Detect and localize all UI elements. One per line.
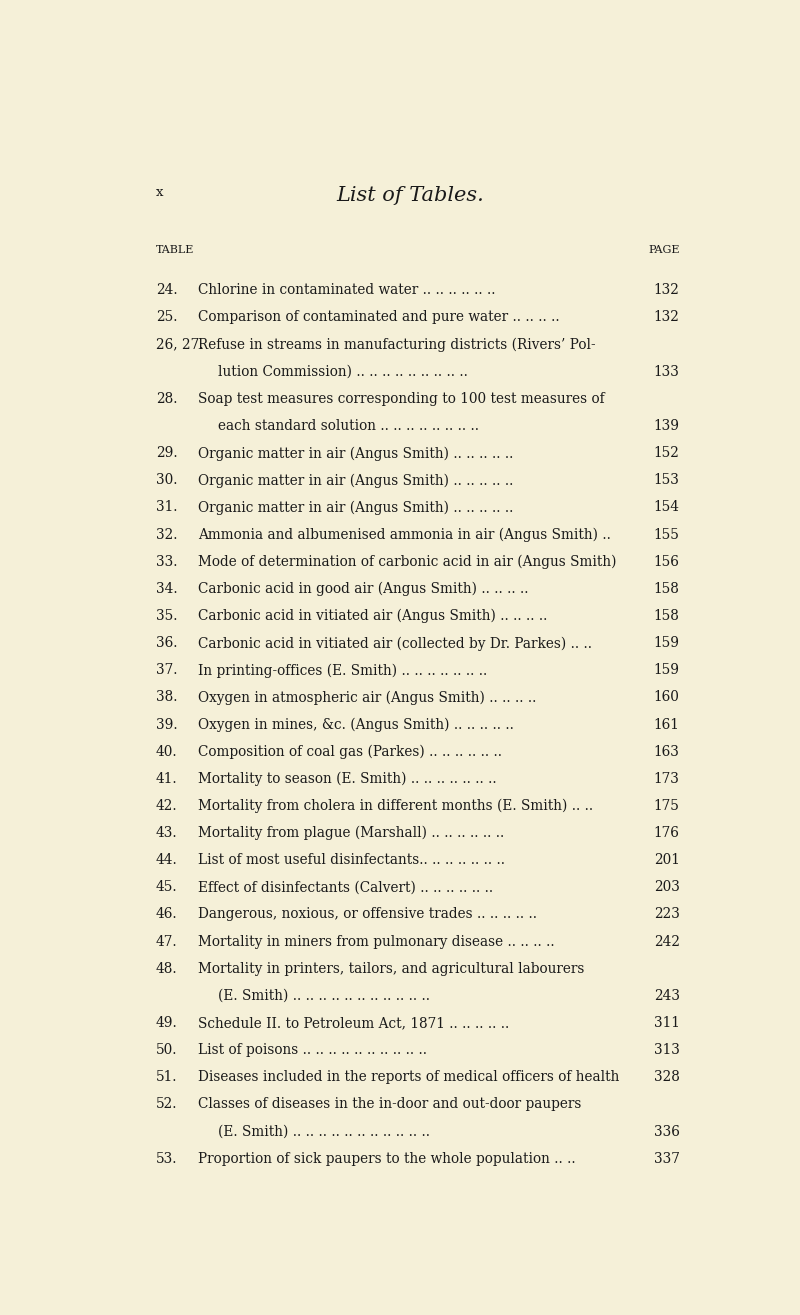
Text: List of most useful disinfectants.. .. .. .. .. .. ..: List of most useful disinfectants.. .. .…: [198, 853, 505, 867]
Text: 160: 160: [654, 690, 680, 705]
Text: 26, 27.: 26, 27.: [156, 338, 203, 351]
Text: 33.: 33.: [156, 555, 178, 568]
Text: 47.: 47.: [156, 935, 178, 948]
Text: Proportion of sick paupers to the whole population .. ..: Proportion of sick paupers to the whole …: [198, 1152, 575, 1165]
Text: 163: 163: [654, 744, 680, 759]
Text: 37.: 37.: [156, 663, 178, 677]
Text: 176: 176: [654, 826, 680, 840]
Text: 41.: 41.: [156, 772, 178, 786]
Text: Mortality in printers, tailors, and agricultural labourers: Mortality in printers, tailors, and agri…: [198, 961, 584, 976]
Text: 45.: 45.: [156, 880, 178, 894]
Text: Dangerous, noxious, or offensive trades .. .. .. .. ..: Dangerous, noxious, or offensive trades …: [198, 907, 537, 922]
Text: 158: 158: [654, 581, 680, 596]
Text: Diseases included in the reports of medical officers of health: Diseases included in the reports of medi…: [198, 1070, 619, 1085]
Text: lution Commission) .. .. .. .. .. .. .. .. ..: lution Commission) .. .. .. .. .. .. .. …: [218, 364, 468, 379]
Text: Mortality from cholera in different months (E. Smith) .. ..: Mortality from cholera in different mont…: [198, 800, 593, 814]
Text: Schedule II. to Petroleum Act, 1871 .. .. .. .. ..: Schedule II. to Petroleum Act, 1871 .. .…: [198, 1016, 510, 1030]
Text: Refuse in streams in manufacturing districts (Rivers’ Pol-: Refuse in streams in manufacturing distr…: [198, 338, 595, 352]
Text: 133: 133: [654, 364, 680, 379]
Text: 30.: 30.: [156, 473, 178, 488]
Text: x: x: [156, 187, 163, 199]
Text: 53.: 53.: [156, 1152, 178, 1165]
Text: 159: 159: [654, 663, 680, 677]
Text: 50.: 50.: [156, 1043, 178, 1057]
Text: Carbonic acid in vitiated air (collected by Dr. Parkes) .. ..: Carbonic acid in vitiated air (collected…: [198, 636, 592, 651]
Text: 159: 159: [654, 636, 680, 650]
Text: Organic matter in air (Angus Smith) .. .. .. .. ..: Organic matter in air (Angus Smith) .. .…: [198, 446, 514, 460]
Text: 38.: 38.: [156, 690, 178, 705]
Text: 24.: 24.: [156, 283, 178, 297]
Text: 152: 152: [654, 446, 680, 460]
Text: 336: 336: [654, 1124, 680, 1139]
Text: Mortality to season (E. Smith) .. .. .. .. .. .. ..: Mortality to season (E. Smith) .. .. .. …: [198, 772, 497, 786]
Text: 51.: 51.: [156, 1070, 178, 1085]
Text: 34.: 34.: [156, 581, 178, 596]
Text: Composition of coal gas (Parkes) .. .. .. .. .. ..: Composition of coal gas (Parkes) .. .. .…: [198, 744, 502, 759]
Text: 42.: 42.: [156, 800, 178, 813]
Text: 35.: 35.: [156, 609, 178, 623]
Text: 25.: 25.: [156, 310, 178, 325]
Text: 173: 173: [654, 772, 680, 786]
Text: Oxygen in mines, &c. (Angus Smith) .. .. .. .. ..: Oxygen in mines, &c. (Angus Smith) .. ..…: [198, 718, 514, 732]
Text: 36.: 36.: [156, 636, 178, 650]
Text: each standard solution .. .. .. .. .. .. .. ..: each standard solution .. .. .. .. .. ..…: [218, 419, 479, 433]
Text: (E. Smith) .. .. .. .. .. .. .. .. .. .. ..: (E. Smith) .. .. .. .. .. .. .. .. .. ..…: [218, 989, 430, 1003]
Text: 175: 175: [654, 800, 680, 813]
Text: 223: 223: [654, 907, 680, 922]
Text: Carbonic acid in good air (Angus Smith) .. .. .. ..: Carbonic acid in good air (Angus Smith) …: [198, 581, 529, 596]
Text: Classes of diseases in the in-door and out-door paupers: Classes of diseases in the in-door and o…: [198, 1098, 582, 1111]
Text: Chlorine in contaminated water .. .. .. .. .. ..: Chlorine in contaminated water .. .. .. …: [198, 283, 495, 297]
Text: Ammonia and albumenised ammonia in air (Angus Smith) ..: Ammonia and albumenised ammonia in air (…: [198, 527, 611, 542]
Text: 337: 337: [654, 1152, 680, 1165]
Text: 201: 201: [654, 853, 680, 867]
Text: Comparison of contaminated and pure water .. .. .. ..: Comparison of contaminated and pure wate…: [198, 310, 559, 325]
Text: TABLE: TABLE: [156, 245, 194, 255]
Text: 52.: 52.: [156, 1098, 178, 1111]
Text: 40.: 40.: [156, 744, 178, 759]
Text: 243: 243: [654, 989, 680, 1003]
Text: 44.: 44.: [156, 853, 178, 867]
Text: 48.: 48.: [156, 961, 178, 976]
Text: 158: 158: [654, 609, 680, 623]
Text: PAGE: PAGE: [648, 245, 680, 255]
Text: 161: 161: [654, 718, 680, 731]
Text: 139: 139: [654, 419, 680, 433]
Text: 203: 203: [654, 880, 680, 894]
Text: In printing-offices (E. Smith) .. .. .. .. .. .. ..: In printing-offices (E. Smith) .. .. .. …: [198, 663, 487, 677]
Text: List of Tables.: List of Tables.: [336, 187, 484, 205]
Text: Organic matter in air (Angus Smith) .. .. .. .. ..: Organic matter in air (Angus Smith) .. .…: [198, 473, 514, 488]
Text: 49.: 49.: [156, 1016, 178, 1030]
Text: 154: 154: [654, 501, 680, 514]
Text: (E. Smith) .. .. .. .. .. .. .. .. .. .. ..: (E. Smith) .. .. .. .. .. .. .. .. .. ..…: [218, 1124, 430, 1139]
Text: Mode of determination of carbonic acid in air (Angus Smith): Mode of determination of carbonic acid i…: [198, 555, 617, 569]
Text: Oxygen in atmospheric air (Angus Smith) .. .. .. ..: Oxygen in atmospheric air (Angus Smith) …: [198, 690, 536, 705]
Text: 32.: 32.: [156, 527, 178, 542]
Text: Carbonic acid in vitiated air (Angus Smith) .. .. .. ..: Carbonic acid in vitiated air (Angus Smi…: [198, 609, 547, 623]
Text: 132: 132: [654, 310, 680, 325]
Text: Organic matter in air (Angus Smith) .. .. .. .. ..: Organic matter in air (Angus Smith) .. .…: [198, 501, 514, 515]
Text: 46.: 46.: [156, 907, 178, 922]
Text: 155: 155: [654, 527, 680, 542]
Text: 43.: 43.: [156, 826, 178, 840]
Text: 31.: 31.: [156, 501, 178, 514]
Text: 28.: 28.: [156, 392, 178, 406]
Text: 156: 156: [654, 555, 680, 568]
Text: Mortality in miners from pulmonary disease .. .. .. ..: Mortality in miners from pulmonary disea…: [198, 935, 554, 948]
Text: Effect of disinfectants (Calvert) .. .. .. .. .. ..: Effect of disinfectants (Calvert) .. .. …: [198, 880, 493, 894]
Text: Soap test measures corresponding to 100 test measures of: Soap test measures corresponding to 100 …: [198, 392, 605, 406]
Text: 153: 153: [654, 473, 680, 488]
Text: 311: 311: [654, 1016, 680, 1030]
Text: 328: 328: [654, 1070, 680, 1085]
Text: Mortality from plague (Marshall) .. .. .. .. .. ..: Mortality from plague (Marshall) .. .. .…: [198, 826, 504, 840]
Text: 132: 132: [654, 283, 680, 297]
Text: 29.: 29.: [156, 446, 178, 460]
Text: 39.: 39.: [156, 718, 178, 731]
Text: 242: 242: [654, 935, 680, 948]
Text: List of poisons .. .. .. .. .. .. .. .. .. ..: List of poisons .. .. .. .. .. .. .. .. …: [198, 1043, 427, 1057]
Text: 313: 313: [654, 1043, 680, 1057]
